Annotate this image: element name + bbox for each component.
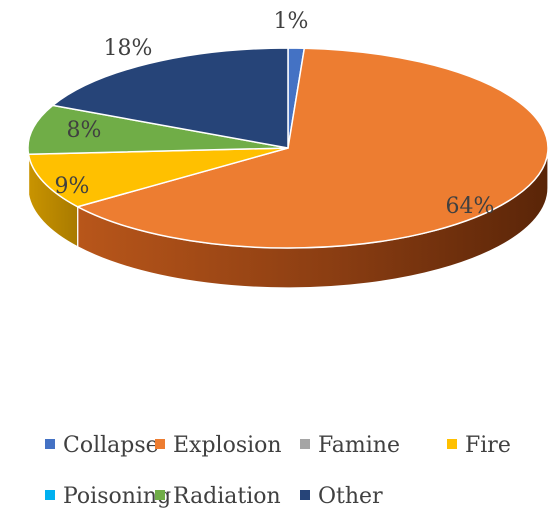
data-label-radiation: 8%	[67, 118, 102, 143]
legend-swatch	[300, 439, 310, 449]
legend-swatch	[300, 490, 310, 500]
legend-item: Explosion	[155, 433, 282, 459]
legend-item: Fire	[447, 433, 511, 459]
legend-label: Famine	[318, 433, 400, 458]
legend-label: Fire	[465, 433, 511, 458]
legend-label: Poisoning	[63, 484, 172, 509]
legend-swatch	[155, 439, 165, 449]
legend-swatch	[45, 490, 55, 500]
pie-chart: 1% 64% 9% 8% 18%	[27, 9, 549, 289]
legend-label: Radiation	[173, 484, 281, 509]
legend-label: Explosion	[173, 433, 282, 458]
data-label-collapse: 1%	[274, 9, 309, 34]
legend-label: Collapse	[63, 433, 159, 458]
pie-slice-radiation	[27, 104, 289, 156]
pie-slice-other	[51, 47, 289, 149]
legend-swatch	[45, 439, 55, 449]
legend-swatch	[447, 439, 457, 449]
data-label-fire: 9%	[55, 174, 90, 199]
legend-item: Radiation	[155, 484, 281, 510]
pie-slice-fire	[27, 147, 289, 208]
legend-label: Other	[318, 484, 383, 509]
legend-item: Famine	[300, 433, 400, 459]
legend-item: Collapse	[45, 433, 159, 459]
legend-item: Poisoning	[45, 484, 171, 510]
data-label-explosion: 64%	[446, 194, 495, 219]
legend-swatch	[155, 490, 165, 500]
pie-slice-explosion	[76, 47, 549, 249]
data-label-other: 18%	[104, 36, 153, 61]
legend-item: Other	[300, 484, 383, 510]
